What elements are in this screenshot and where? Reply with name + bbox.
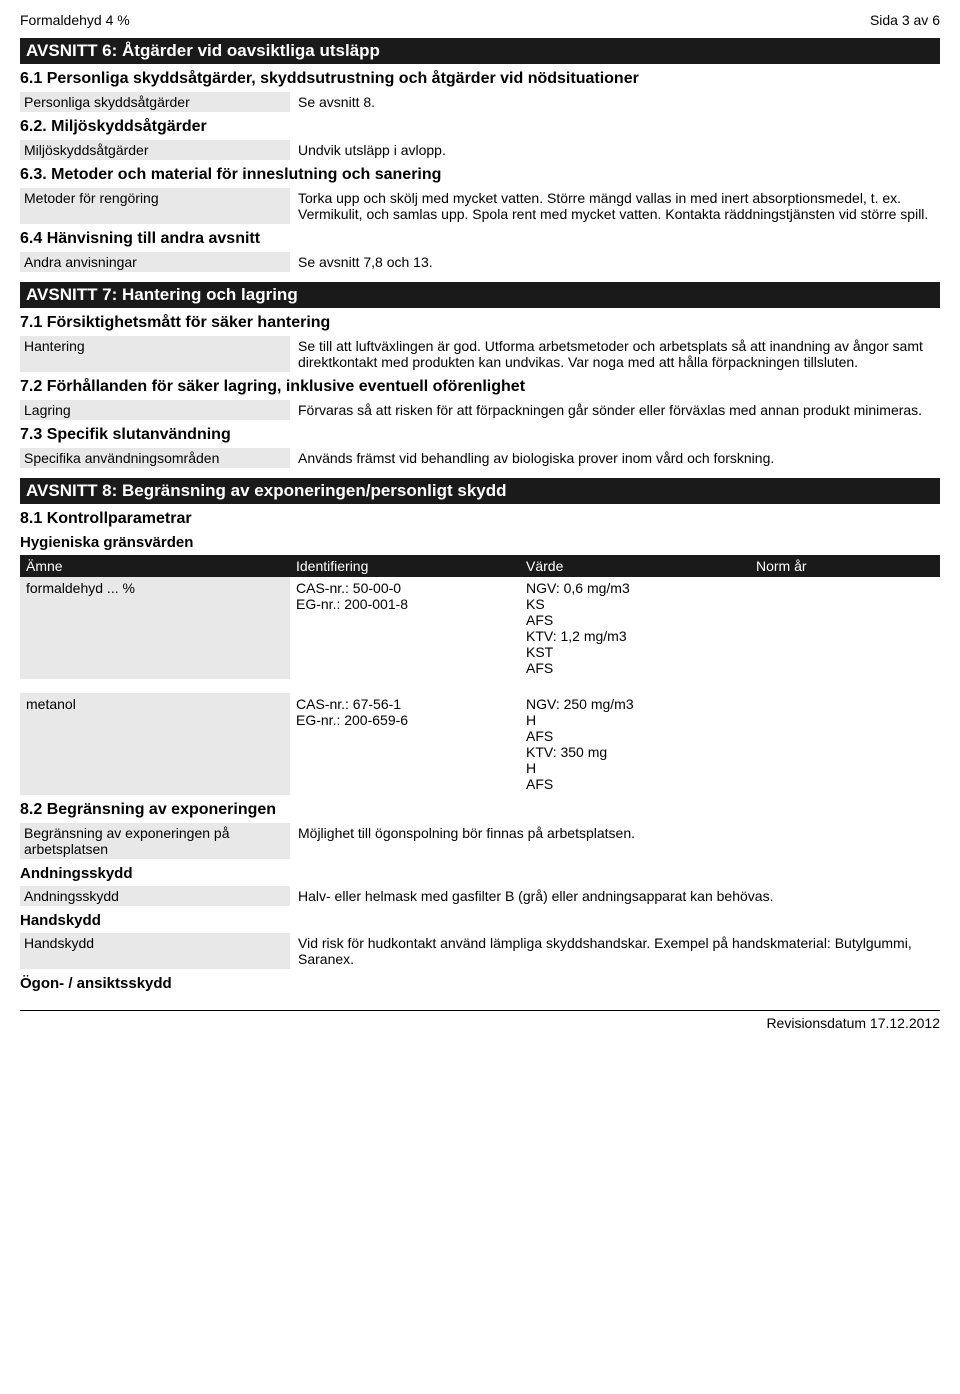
cell-varde: NGV: 250 mg/m3 H AFS KTV: 350 mg H AFS <box>520 693 750 795</box>
row-andningsskydd: Andningsskydd Halv- eller helmask med ga… <box>20 886 940 906</box>
page-header: Formaldehyd 4 % Sida 3 av 6 <box>20 12 940 28</box>
section-7-2-title: 7.2 Förhållanden för säker lagring, inkl… <box>20 378 940 396</box>
value-handskydd: Vid risk för hudkontakt använd lämpliga … <box>290 933 940 969</box>
row-andra: Andra anvisningar Se avsnitt 7,8 och 13. <box>20 252 940 272</box>
label-andra: Andra anvisningar <box>20 252 290 272</box>
ogon-title: Ögon- / ansiktsskydd <box>20 975 940 992</box>
hygieniska-title: Hygieniska gränsvärden <box>20 534 940 551</box>
section-6-4-title: 6.4 Hänvisning till andra avsnitt <box>20 230 940 248</box>
row-personliga: Personliga skyddsåtgärder Se avsnitt 8. <box>20 92 940 112</box>
section-8-1-title: 8.1 Kontrollparametrar <box>20 510 940 528</box>
row-miljo: Miljöskyddsåtgärder Undvik utsläpp i avl… <box>20 140 940 160</box>
limits-table: Ämne Identifiering Värde Norm år formald… <box>20 555 940 795</box>
label-andningsskydd: Andningsskydd <box>20 886 290 906</box>
row-metoder: Metoder för rengöring Torka upp och sköl… <box>20 188 940 224</box>
label-miljo: Miljöskyddsåtgärder <box>20 140 290 160</box>
footer-revision: Revisionsdatum 17.12.2012 <box>20 1010 940 1031</box>
cell-norm <box>750 693 940 795</box>
row-specifika: Specifika användningsområden Används frä… <box>20 448 940 468</box>
row-lagring: Lagring Förvaras så att risken för att f… <box>20 400 940 420</box>
header-left: Formaldehyd 4 % <box>20 12 130 28</box>
value-metoder: Torka upp och skölj med mycket vatten. S… <box>290 188 940 224</box>
label-begransning: Begränsning av exponeringen på arbetspla… <box>20 823 290 859</box>
row-begransning: Begränsning av exponeringen på arbetspla… <box>20 823 940 859</box>
header-right: Sida 3 av 6 <box>870 12 940 28</box>
cell-amne: metanol <box>20 693 290 795</box>
table-row: formaldehyd ... % CAS-nr.: 50-00-0 EG-nr… <box>20 577 940 679</box>
section-8-2-title: 8.2 Begränsning av exponeringen <box>20 801 940 819</box>
label-handskydd: Handskydd <box>20 933 290 969</box>
th-ident: Identifiering <box>290 555 520 577</box>
cell-varde: NGV: 0,6 mg/m3 KS AFS KTV: 1,2 mg/m3 KST… <box>520 577 750 679</box>
label-hantering: Hantering <box>20 336 290 372</box>
section-7-title: AVSNITT 7: Hantering och lagring <box>20 282 940 308</box>
th-varde: Värde <box>520 555 750 577</box>
value-personliga: Se avsnitt 8. <box>290 92 940 112</box>
section-8-title: AVSNITT 8: Begränsning av exponeringen/p… <box>20 478 940 504</box>
th-norm: Norm år <box>750 555 940 577</box>
table-header-row: Ämne Identifiering Värde Norm år <box>20 555 940 577</box>
row-handskydd: Handskydd Vid risk för hudkontakt använd… <box>20 933 940 969</box>
value-hantering: Se till att luftväxlingen är god. Utform… <box>290 336 940 372</box>
section-6-1-title: 6.1 Personliga skyddsåtgärder, skyddsutr… <box>20 70 940 88</box>
value-lagring: Förvaras så att risken för att förpackni… <box>290 400 940 420</box>
value-begransning: Möjlighet till ögonspolning bör finnas p… <box>290 823 940 859</box>
row-hantering: Hantering Se till att luftväxlingen är g… <box>20 336 940 372</box>
section-6-3-title: 6.3. Metoder och material för inneslutni… <box>20 166 940 184</box>
cell-norm <box>750 577 940 679</box>
cell-ident: CAS-nr.: 50-00-0 EG-nr.: 200-001-8 <box>290 577 520 679</box>
th-amne: Ämne <box>20 555 290 577</box>
section-7-3-title: 7.3 Specifik slutanvändning <box>20 426 940 444</box>
label-lagring: Lagring <box>20 400 290 420</box>
label-personliga: Personliga skyddsåtgärder <box>20 92 290 112</box>
cell-amne: formaldehyd ... % <box>20 577 290 679</box>
value-andningsskydd: Halv- eller helmask med gasfilter B (grå… <box>290 886 940 906</box>
cell-ident: CAS-nr.: 67-56-1 EG-nr.: 200-659-6 <box>290 693 520 795</box>
table-spacer <box>20 679 940 693</box>
andningsskydd-title: Andningsskydd <box>20 865 940 882</box>
section-6-2-title: 6.2. Miljöskyddsåtgärder <box>20 118 940 136</box>
section-7-1-title: 7.1 Försiktighetsmått för säker hanterin… <box>20 314 940 332</box>
table-row: metanol CAS-nr.: 67-56-1 EG-nr.: 200-659… <box>20 693 940 795</box>
value-specifika: Används främst vid behandling av biologi… <box>290 448 940 468</box>
value-miljo: Undvik utsläpp i avlopp. <box>290 140 940 160</box>
value-andra: Se avsnitt 7,8 och 13. <box>290 252 940 272</box>
label-metoder: Metoder för rengöring <box>20 188 290 224</box>
label-specifika: Specifika användningsområden <box>20 448 290 468</box>
section-6-title: AVSNITT 6: Åtgärder vid oavsiktliga utsl… <box>20 38 940 64</box>
handskydd-title: Handskydd <box>20 912 940 929</box>
